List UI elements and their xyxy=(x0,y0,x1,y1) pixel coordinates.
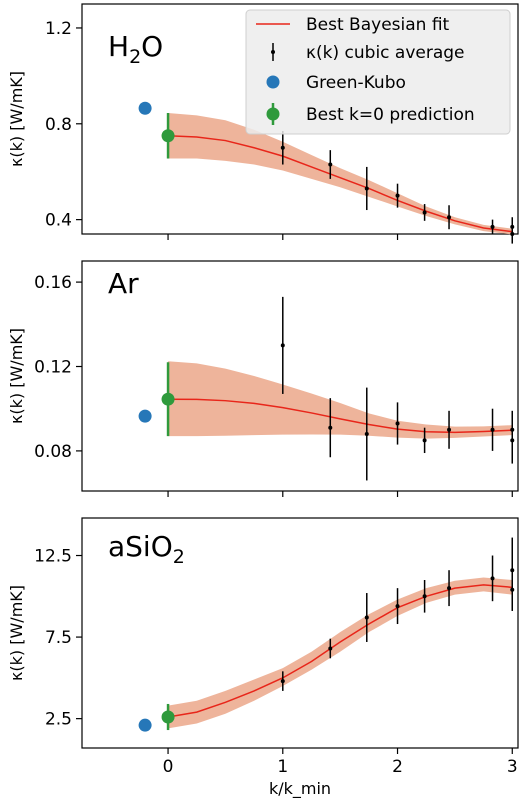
asio2-point-5 xyxy=(447,586,452,591)
ar-panel-label: Ar xyxy=(108,267,139,300)
ar-point-0 xyxy=(280,343,285,348)
h2o-point-3 xyxy=(395,193,400,198)
h2o-point-1 xyxy=(328,162,333,167)
legend-k0-label: Best k=0 prediction xyxy=(306,105,475,125)
h2o-point-0 xyxy=(280,145,285,150)
h2o-ytick-label-2: 1.2 xyxy=(45,19,72,39)
ar-point-2 xyxy=(364,432,369,437)
ar-point-1 xyxy=(328,425,333,430)
asio2-point-3 xyxy=(395,604,400,609)
legend-box xyxy=(245,9,511,135)
asio2-k0-point xyxy=(161,710,175,724)
ar-ytick-label-1: 0.12 xyxy=(34,358,72,378)
ar-green-kubo-point xyxy=(138,409,152,423)
panel-ar: 0.08 0.12 0.16 Ar κ(k) [W/mK] xyxy=(7,260,519,497)
asio2-point-8 xyxy=(510,587,515,592)
ar-fit-line xyxy=(168,398,513,434)
h2o-green-kubo-point xyxy=(138,101,152,115)
h2o-points-group xyxy=(138,101,515,244)
ar-confidence-band xyxy=(168,361,513,439)
asio2-point-6 xyxy=(490,576,495,581)
x-axis-label: k/k_min xyxy=(269,779,331,799)
ar-point-8 xyxy=(510,438,515,443)
asio2-point-1 xyxy=(328,646,333,651)
ar-ytick-label-2: 0.16 xyxy=(34,273,72,293)
h2o-k0-point xyxy=(161,129,175,143)
ar-points-group xyxy=(138,296,515,481)
legend-fit-label: Best Bayesian fit xyxy=(306,15,450,35)
asio2-xticks-group: 0 1 2 3 xyxy=(163,748,518,777)
xtick-label-0: 0 xyxy=(163,757,174,777)
h2o-ytick-label-0: 0.4 xyxy=(45,211,72,231)
h2o-ytick-label-1: 0.8 xyxy=(45,115,72,135)
h2o-confidence-band xyxy=(168,113,513,235)
asio2-ytick-label-2: 12.5 xyxy=(34,547,72,567)
ar-point-4 xyxy=(422,438,427,443)
ar-k0-point xyxy=(161,392,175,406)
h2o-point-5 xyxy=(447,215,452,220)
asio2-confidence-band xyxy=(168,577,513,729)
legend-points-dot xyxy=(271,50,275,54)
ar-yticks-group: 0.08 0.12 0.16 xyxy=(34,273,513,497)
legend-green-kubo-label: Green-Kubo xyxy=(306,73,406,93)
panel-ar-frame xyxy=(81,260,519,492)
h2o-point-6 xyxy=(490,224,495,229)
ar-point-6 xyxy=(490,427,495,432)
panel-h2o-frame xyxy=(81,3,519,235)
asio2-points-group xyxy=(138,537,515,732)
ar-point-5 xyxy=(447,427,452,432)
legend-k0-swatch xyxy=(266,107,280,121)
ar-ytick-label-0: 0.08 xyxy=(34,442,72,462)
asio2-ylabel: κ(k) [W/mK] xyxy=(7,585,26,681)
panel-asio2-frame xyxy=(81,517,519,749)
legend: Best Bayesian fit κ(k) cubic average Gre… xyxy=(245,9,511,135)
asio2-point-2 xyxy=(364,615,369,620)
ar-point-3 xyxy=(395,421,400,426)
h2o-panel-label: H2O xyxy=(108,30,163,68)
panel-h2o: 0.4 0.8 1.2 H2O κ(k) [W/mK] xyxy=(7,3,519,244)
asio2-point-4 xyxy=(422,594,427,599)
h2o-ylabel: κ(k) [W/mK] xyxy=(7,71,26,167)
h2o-point-4 xyxy=(422,210,427,215)
xtick-label-3: 3 xyxy=(507,757,518,777)
asio2-yticks-group: 2.5 7.5 12.5 xyxy=(34,547,82,730)
asio2-point-0 xyxy=(280,679,285,684)
asio2-panel-label: aSiO2 xyxy=(108,530,185,568)
asio2-fit-line xyxy=(167,584,513,718)
h2o-point-2 xyxy=(364,186,369,191)
ar-ylabel: κ(k) [W/mK] xyxy=(7,328,26,424)
xtick-label-2: 2 xyxy=(392,757,403,777)
h2o-yticks-group: 0.4 0.8 1.2 xyxy=(45,19,513,240)
legend-green-kubo-swatch xyxy=(266,75,280,89)
panel-asio2: 2.5 7.5 12.5 0 1 2 3 aSiO2 κ(k) [W/mK] k/k_mi… xyxy=(7,517,519,799)
h2o-fit-line xyxy=(168,135,513,233)
legend-points-label: κ(k) cubic average xyxy=(306,43,465,63)
asio2-ytick-label-1: 7.5 xyxy=(45,628,72,648)
asio2-ytick-label-0: 2.5 xyxy=(45,710,72,730)
asio2-green-kubo-point xyxy=(138,718,152,732)
xtick-label-1: 1 xyxy=(277,757,288,777)
